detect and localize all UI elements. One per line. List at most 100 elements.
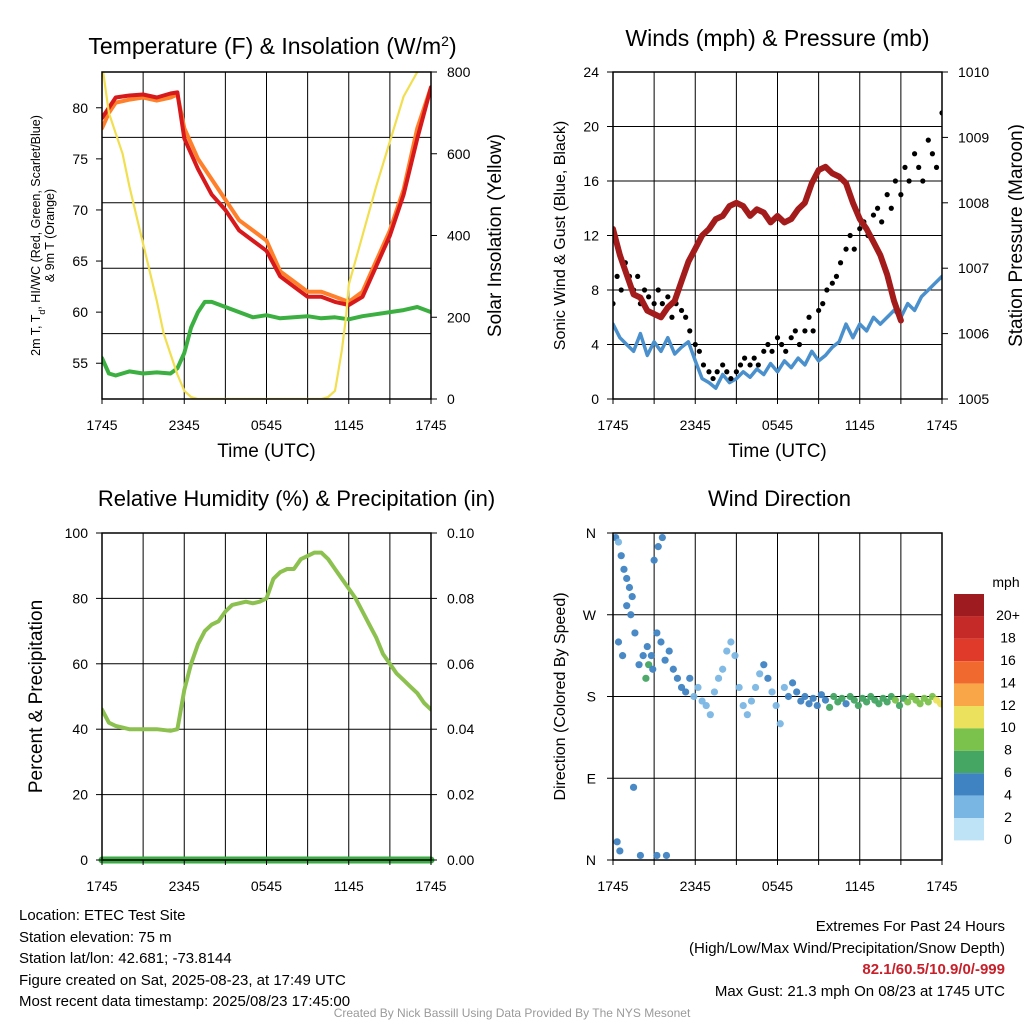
temp-y2tick-3: 600 <box>447 146 471 162</box>
winds-gust-point-32 <box>751 355 757 361</box>
winds-gust-point-25 <box>720 362 726 368</box>
wdir-point-19 <box>654 543 662 551</box>
wdir-point-5 <box>620 565 628 573</box>
wdir-point-42 <box>710 688 719 696</box>
wdir-point-25 <box>642 674 650 682</box>
winds-gust-point-49 <box>829 280 835 286</box>
winds-gust-point-39 <box>783 348 789 354</box>
wdir-point-8 <box>628 592 636 601</box>
rh-y2tick-2: 0.04 <box>447 721 474 737</box>
wdir-point-12 <box>627 611 635 619</box>
temp-frame <box>101 71 432 400</box>
wdir-point-32 <box>669 665 677 673</box>
wdir-point-47 <box>731 652 739 660</box>
winds-gust-point-64 <box>898 192 904 198</box>
extremes-panel: Extremes For Past 24 Hours (High/Low/Max… <box>689 916 1005 1002</box>
winds-gust-point-41 <box>792 328 798 334</box>
winds-ylabel-left: Sonic Wind & Gust (Blue, Black) <box>552 121 569 350</box>
legend-label-4: 12 <box>1000 697 1016 713</box>
wdir-title: Wind Direction <box>708 486 851 511</box>
wdir-point-9 <box>614 638 623 646</box>
winds-y2tick-5: 1010 <box>958 64 989 80</box>
legend-label-8: 4 <box>1004 786 1012 802</box>
wdir-series <box>613 533 942 860</box>
rh-series <box>102 550 431 733</box>
wdir-point-37 <box>690 692 698 701</box>
wdir-point-13 <box>631 629 639 637</box>
winds-ytick-6: 24 <box>583 64 599 80</box>
wdir-point-22 <box>653 851 661 860</box>
winds-gust-point-66 <box>906 178 912 184</box>
winds-gust-point-59 <box>874 205 881 211</box>
winds-gust-point-27 <box>728 375 734 382</box>
wdir-point-17 <box>647 652 655 660</box>
rh-ytick-0: 0 <box>80 852 88 868</box>
wdir-point-86 <box>891 696 899 704</box>
temp-y2tick-2: 400 <box>447 228 471 244</box>
winds-gust-point-70 <box>925 137 931 143</box>
winds-gust-point-13 <box>665 294 671 300</box>
winds-pressure-line <box>613 163 904 324</box>
legend-label-5: 10 <box>1000 719 1016 735</box>
wdir-point-73 <box>838 694 846 702</box>
winds-gust-point-28 <box>733 369 739 375</box>
winds-gust-point-46 <box>816 307 822 314</box>
winds-gust-point-47 <box>820 301 826 307</box>
rh-xtick-3: 1145 <box>334 878 364 894</box>
wdir-point-7 <box>625 583 634 592</box>
winds-ytick-1: 4 <box>591 337 599 353</box>
rh-y2tick-4: 0.08 <box>447 590 474 606</box>
wdir-point-24 <box>629 783 638 791</box>
winds-gust-point-33 <box>755 362 761 368</box>
wdir-point-89 <box>904 698 912 706</box>
winds-title: Winds (mph) & Pressure (mb) <box>625 25 929 51</box>
temp-xtick-3: 1145 <box>334 417 364 433</box>
winds-gust-point-38 <box>779 341 785 348</box>
wdir-point-11 <box>623 602 631 610</box>
wdir-point-21 <box>662 851 671 860</box>
legend-swatch-0 <box>954 594 984 617</box>
wdir-ytick-4: N <box>586 525 596 541</box>
winds-gust-point-23 <box>710 375 716 382</box>
wdir-point-51 <box>747 697 756 705</box>
wdir-point-6 <box>623 574 631 583</box>
temp-y2tick-4: 800 <box>447 64 471 80</box>
wdir-point-67 <box>813 701 821 710</box>
winds-gust-point-61 <box>884 192 890 198</box>
winds-gust-point-30 <box>742 355 748 361</box>
wdir-point-71 <box>830 692 838 701</box>
wdir-point-10 <box>618 652 627 660</box>
wdir-point-60 <box>784 692 793 701</box>
winds-gust-point-17 <box>683 314 689 320</box>
winds-frame <box>612 71 943 400</box>
wdir-point-57 <box>772 701 780 710</box>
winds-gust-point-12 <box>659 301 665 307</box>
wdir-point-92 <box>916 700 924 708</box>
wdir-point-1 <box>614 538 623 546</box>
wdir-point-65 <box>805 700 813 708</box>
extremes-values: 82.1/60.5/10.9/0/-999 <box>862 961 1005 978</box>
legend-swatch-8 <box>954 773 984 796</box>
wdir-point-84 <box>883 698 891 706</box>
wdir-xtick-4: 1745 <box>926 878 957 894</box>
legend-label-9: 2 <box>1004 809 1012 825</box>
wdir-point-50 <box>743 711 751 719</box>
legend-swatch-10 <box>954 818 984 841</box>
figure-created: Figure created on Sat, 2025-08-23, at 17… <box>19 971 346 989</box>
wdir-point-55 <box>764 674 772 682</box>
temp-ytick-1: 60 <box>72 304 88 320</box>
wdir-point-69 <box>821 696 830 704</box>
wdir-xtick-3: 1145 <box>845 878 875 894</box>
winds-ylabel-right: Station Pressure (Maroon) <box>1006 124 1024 347</box>
temp-ylabel-left-1: 2m T, Td, HI/WC (Red, Green, Scarlet/Blu… <box>29 115 47 356</box>
wdir-point-76 <box>850 696 858 704</box>
winds-xlabel: Time (UTC) <box>728 441 827 462</box>
wdir-point-52 <box>751 683 760 692</box>
wdir-point-64 <box>801 692 809 701</box>
winds-gust-point-42 <box>796 341 803 348</box>
winds-gust-point-36 <box>769 348 775 354</box>
wdir-point-18 <box>650 556 658 564</box>
wdir-point-62 <box>793 688 801 696</box>
